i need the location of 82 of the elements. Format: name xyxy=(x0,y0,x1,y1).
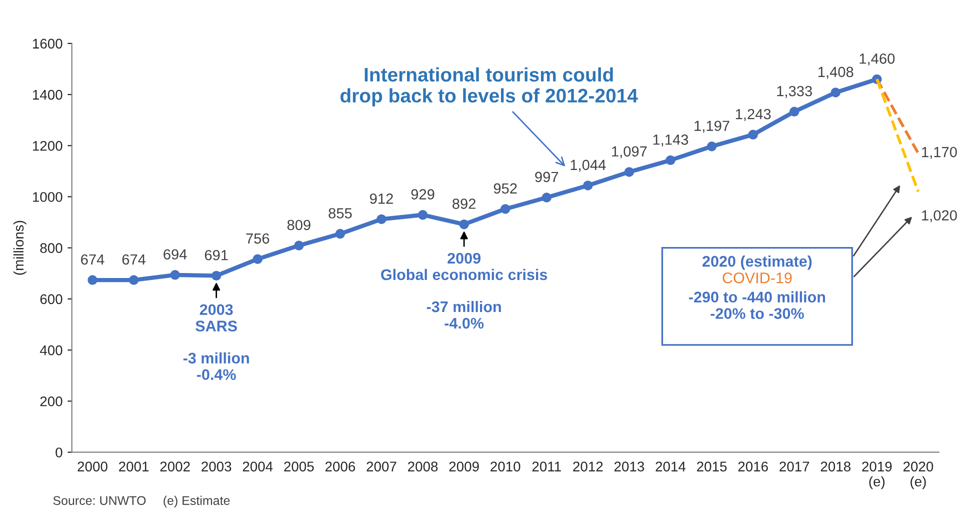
y-tick-label: 200 xyxy=(40,396,62,406)
point xyxy=(252,254,262,264)
point xyxy=(583,180,593,190)
x-tick-label: 2014 xyxy=(656,462,686,472)
point xyxy=(294,240,304,250)
point xyxy=(666,155,676,166)
data-label: 1,097 xyxy=(612,146,647,158)
point xyxy=(706,142,717,152)
y-axis-title: (millions) xyxy=(13,220,26,275)
data-label: 929 xyxy=(411,189,434,200)
point xyxy=(748,130,758,140)
point xyxy=(170,270,180,280)
x-tick-label: 2019 (e) xyxy=(862,462,892,490)
point xyxy=(500,204,510,214)
point xyxy=(459,219,469,230)
x-tick-label: 2012 xyxy=(573,462,603,472)
data-label: 1,197 xyxy=(694,120,730,133)
annotation: 2009 Global economic crisis xyxy=(381,252,548,280)
x-tick-label: 2020 (e) xyxy=(903,462,934,490)
data-label: 1,408 xyxy=(818,66,854,79)
x-tick-label: 2006 xyxy=(325,462,356,472)
data-label: 1,143 xyxy=(653,134,688,147)
annotation: COVID-19 xyxy=(722,272,792,284)
data-label: 912 xyxy=(370,194,393,204)
point xyxy=(376,214,386,224)
point xyxy=(789,106,800,117)
x-tick-label: 2007 xyxy=(366,462,396,472)
text: (e) Estimate xyxy=(164,496,230,508)
point xyxy=(830,88,840,98)
y-tick-label: 600 xyxy=(40,294,62,304)
point xyxy=(335,228,346,239)
x-tick-label: 2013 xyxy=(614,462,644,472)
point xyxy=(624,167,634,177)
point xyxy=(211,270,222,281)
x-tick-label: 2008 xyxy=(408,462,438,472)
y-tick-label: 0 xyxy=(56,448,62,458)
data-label: 1,243 xyxy=(736,108,771,121)
data-label: 756 xyxy=(246,233,270,244)
y-tick-label: 800 xyxy=(40,243,62,254)
x-tick-label: 2018 xyxy=(820,462,850,472)
data-label: 1,460 xyxy=(860,53,895,66)
source-note: Source: UNWTO xyxy=(53,496,146,505)
x-tick-label: 2015 xyxy=(697,462,727,472)
x-tick-label: 2011 xyxy=(532,462,561,472)
y-tick-label: 1600 xyxy=(32,38,62,49)
x-tick-label: 2001 xyxy=(119,462,149,472)
y-tick-label: 1200 xyxy=(32,140,62,151)
data-label: 809 xyxy=(287,220,310,230)
annotation: -37 million -4.0% xyxy=(426,300,501,329)
x-tick-label: 2016 xyxy=(738,462,768,472)
x-tick-label: 2009 xyxy=(449,462,479,472)
data-label: 691 xyxy=(204,250,228,260)
y-tick-label: 1000 xyxy=(32,192,62,202)
data-label: 674 xyxy=(122,254,146,265)
point xyxy=(418,210,428,220)
data-label: 997 xyxy=(535,172,558,182)
point xyxy=(128,275,139,285)
annotation: -3 million -0.4% xyxy=(183,352,249,380)
y-tick-label: 1400 xyxy=(32,90,62,100)
data-label: 674 xyxy=(81,254,104,265)
y-tick-label: 400 xyxy=(40,345,62,356)
data-label: 1,333 xyxy=(777,86,812,98)
data-label: 1,044 xyxy=(570,160,606,172)
data-label: 1,020 xyxy=(922,210,957,222)
point xyxy=(542,192,552,202)
annotation: -290 to -440 million -20% to -30% xyxy=(689,291,826,319)
data-label: 892 xyxy=(452,198,476,209)
x-tick-label: 2000 xyxy=(78,462,108,472)
x-tick-label: 2017 xyxy=(780,462,810,472)
annotation: 2020 (estimate) xyxy=(702,256,812,270)
x-tick-label: 2002 xyxy=(160,462,190,472)
data-label: 952 xyxy=(494,183,517,194)
data-label: 1,170 xyxy=(922,146,957,159)
x-tick-label: 2010 xyxy=(490,462,520,472)
x-tick-label: 2005 xyxy=(284,462,314,472)
annotation: International tourism could drop back to levels of 2012-2014 xyxy=(340,67,638,106)
data-label: 855 xyxy=(328,208,352,218)
x-tick-label: 2003 xyxy=(202,462,232,472)
point xyxy=(88,275,98,285)
annotation: 2003 SARS xyxy=(196,304,237,332)
x-tick-label: 2004 xyxy=(242,462,273,472)
data-label: 694 xyxy=(164,249,187,260)
